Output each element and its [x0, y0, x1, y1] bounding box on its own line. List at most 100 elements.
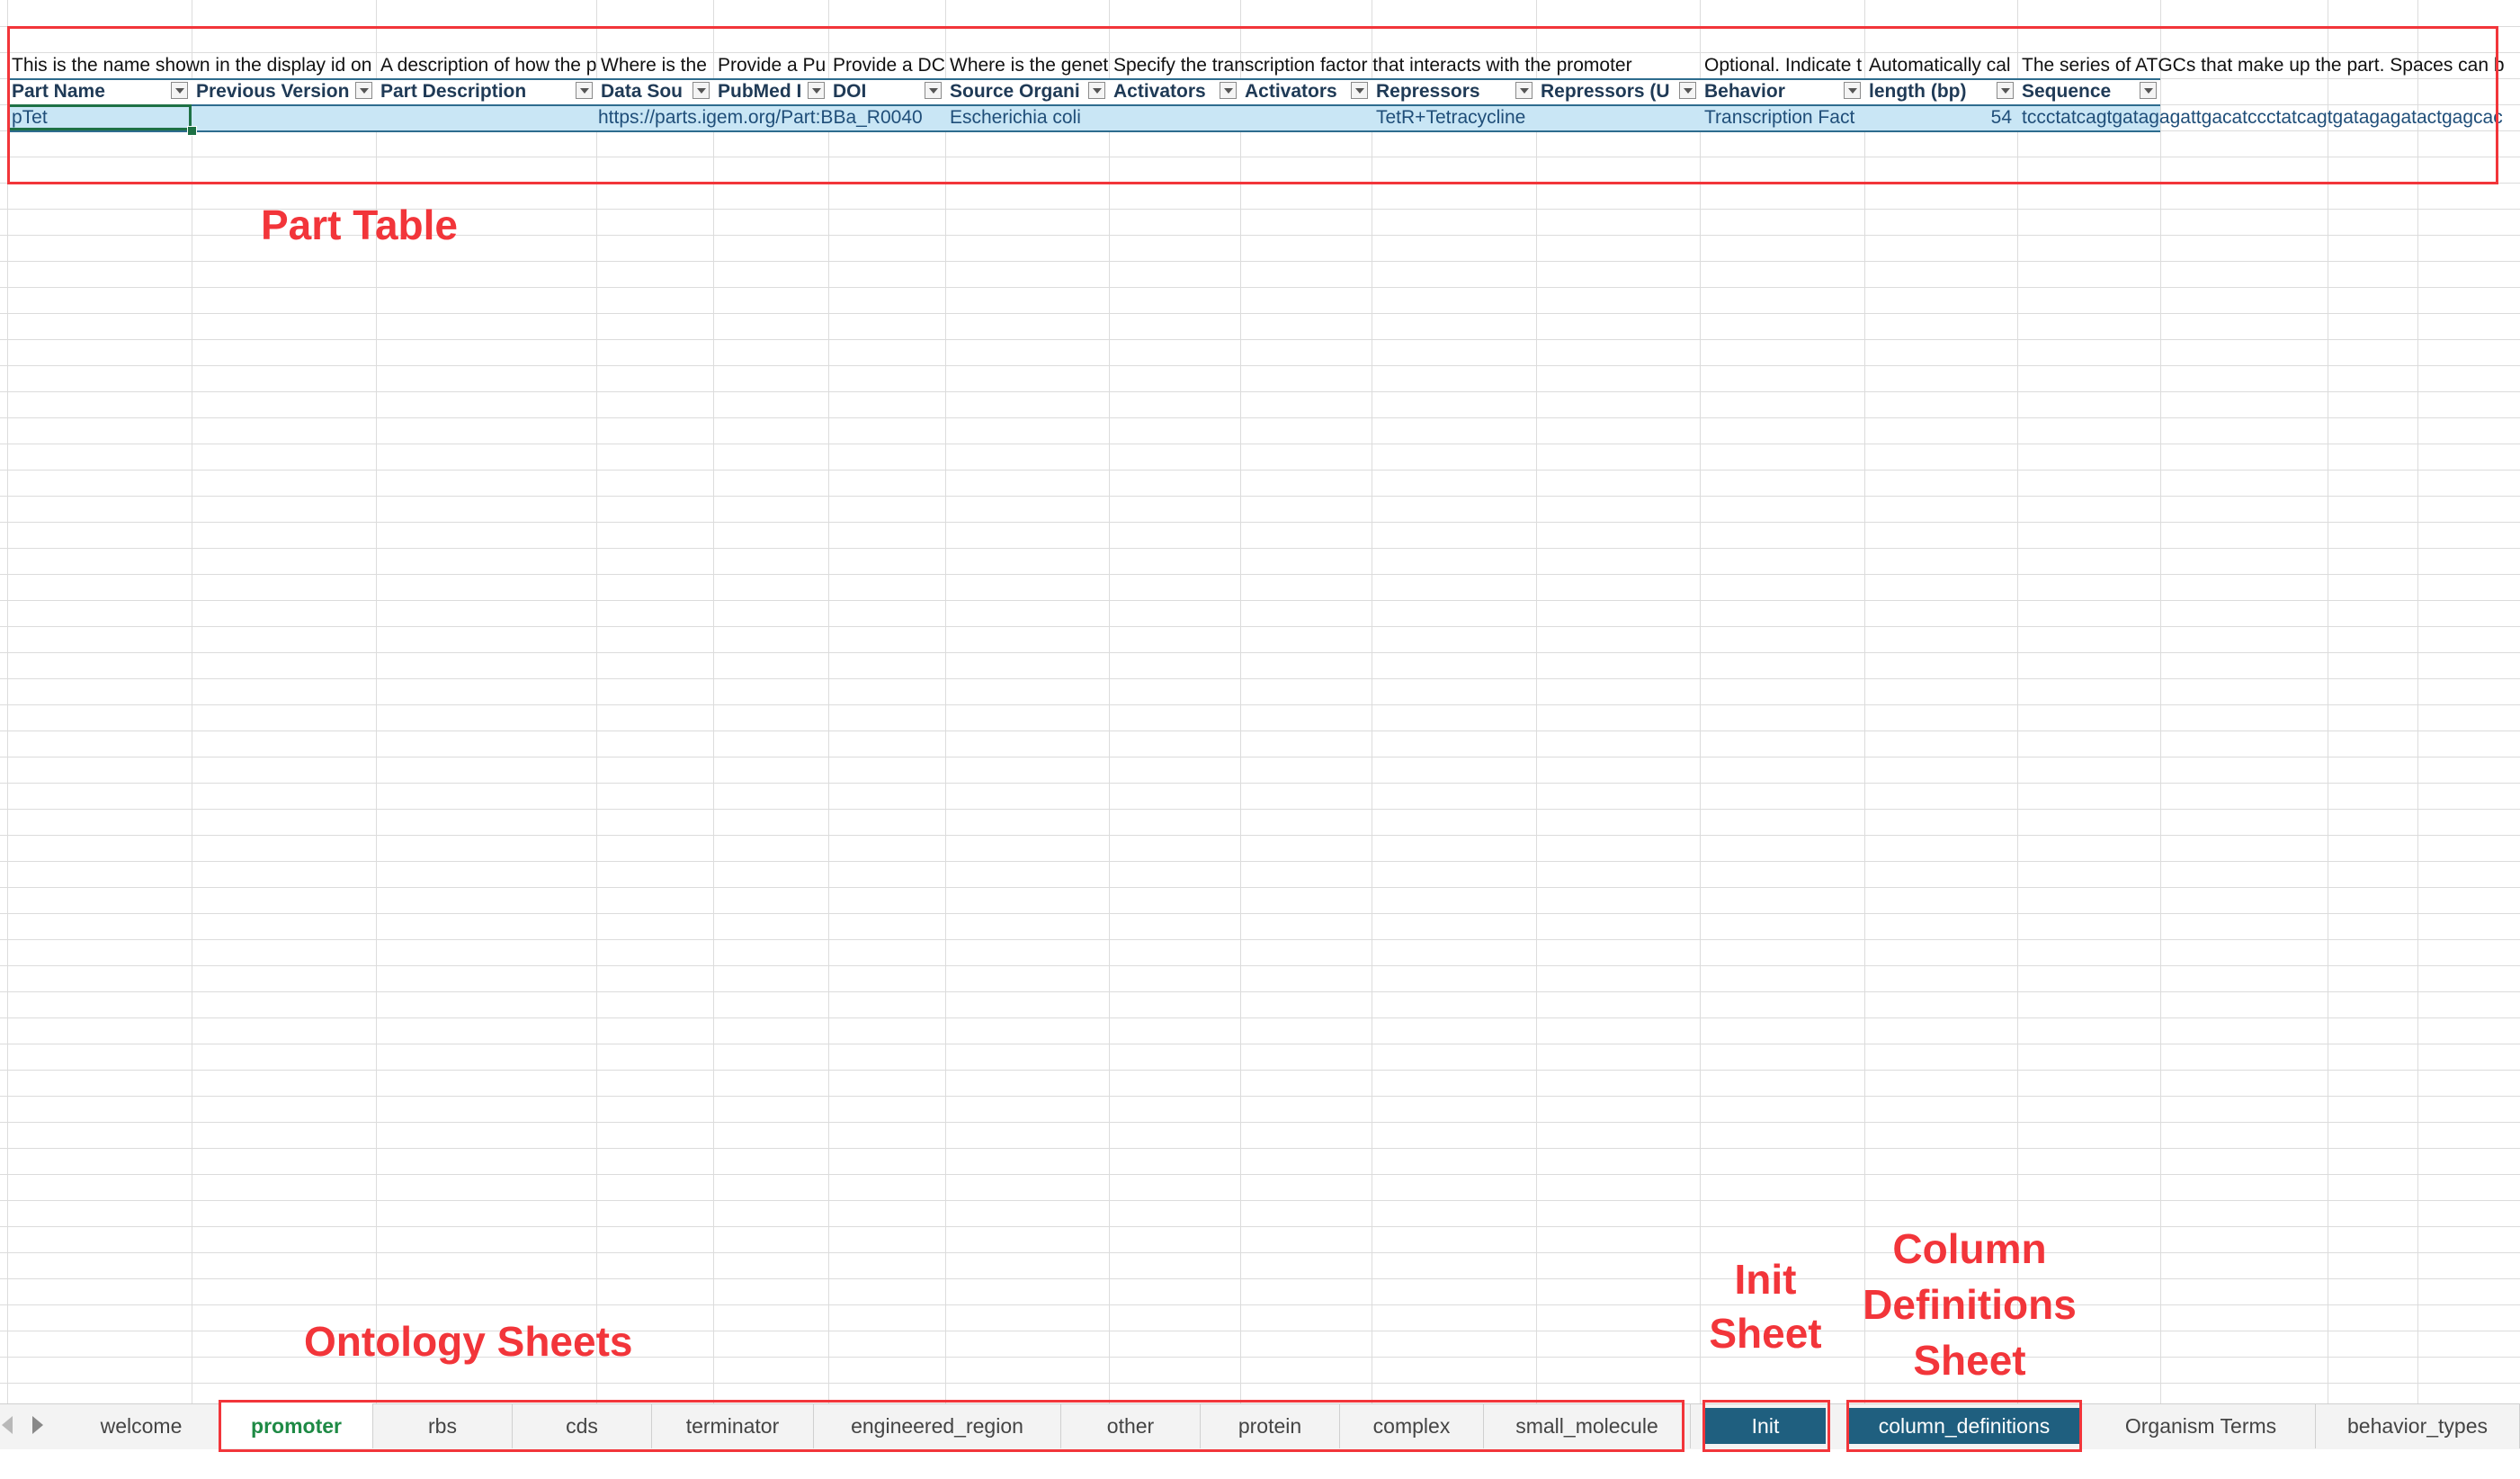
filter-dropdown-icon[interactable] [2140, 82, 2157, 99]
cell-part-name[interactable]: pTet [7, 104, 192, 130]
description-source-organism[interactable]: Where is the genet [950, 55, 1109, 76]
description-pubmed[interactable]: Provide a Pu [718, 55, 827, 76]
tab-cds[interactable]: cds [513, 1403, 652, 1448]
tab-init[interactable]: Init [1705, 1408, 1826, 1444]
grid-row-line [0, 704, 2520, 705]
header-length[interactable]: length (bp) [1864, 78, 2017, 104]
header-label: Part Description [380, 81, 527, 102]
cell-sequence[interactable]: tccctatcagtgatagagattgacatccctatcagtgata… [2017, 104, 2520, 130]
grid-row-line [0, 52, 2520, 53]
filter-dropdown-icon[interactable] [1351, 82, 1368, 99]
filter-dropdown-icon[interactable] [693, 82, 710, 99]
description-behavior[interactable]: Optional. Indicate t [1704, 55, 1863, 76]
grid-column-line [7, 0, 8, 1403]
tab-terminator[interactable]: terminator [652, 1403, 814, 1448]
grid-row-line [0, 809, 2520, 810]
header-sequence[interactable]: Sequence [2017, 78, 2160, 104]
cell-source-organism[interactable]: Escherichia coli [945, 104, 1109, 130]
description-doi[interactable]: Provide a DC [833, 55, 945, 76]
cell-activators-2[interactable] [1240, 104, 1372, 130]
description-data-source[interactable]: Where is the [601, 55, 707, 76]
filter-dropdown-icon[interactable] [576, 82, 593, 99]
grid-row-line [0, 417, 2520, 418]
tab-welcome[interactable]: welcome [63, 1403, 220, 1448]
grid-row-line [0, 1304, 2520, 1305]
cell-part-description[interactable] [376, 104, 596, 130]
cell-previous-version[interactable] [192, 104, 376, 130]
init-sheet-label-line2: Sheet [1709, 1310, 1822, 1357]
tab-other[interactable]: other [1061, 1403, 1201, 1448]
header-activators-2[interactable]: Activators [1240, 78, 1372, 104]
grid-row-line [0, 1017, 2520, 1018]
cell-repressors-2[interactable] [1536, 104, 1700, 130]
grid-row-line [0, 991, 2520, 992]
header-label: Part Name [12, 81, 105, 102]
tab-promoter[interactable]: promoter [220, 1403, 373, 1448]
tab-scroll-right-icon[interactable] [32, 1416, 43, 1434]
header-source-organism[interactable]: Source Organi [945, 78, 1109, 104]
tab-column-definitions[interactable]: column_definitions [1849, 1408, 2079, 1444]
fill-handle[interactable] [187, 126, 197, 136]
grid-column-line [945, 0, 946, 1403]
tab-engineered-region[interactable]: engineered_region [814, 1403, 1061, 1448]
tab-organism-terms[interactable]: Organism Terms [2087, 1403, 2316, 1448]
cell-behavior[interactable]: Transcription Fact [1700, 104, 1864, 130]
description-sequence[interactable]: The series of ATGCs that make up the par… [2022, 55, 2505, 76]
header-label: Repressors (U [1541, 81, 1670, 102]
coldef-label-line2: Definitions [1863, 1281, 2077, 1328]
grid-row-line [0, 470, 2520, 471]
init-sheet-label-line1: Init [1734, 1256, 1797, 1303]
tab-rbs[interactable]: rbs [373, 1403, 513, 1448]
tab-small-molecule[interactable]: small_molecule [1484, 1403, 1691, 1448]
tab-behavior-types[interactable]: behavior_types [2316, 1403, 2520, 1448]
header-doi[interactable]: DOI [828, 78, 945, 104]
filter-dropdown-icon[interactable] [925, 82, 942, 99]
grid-row-line [0, 1278, 2520, 1279]
filter-dropdown-icon[interactable] [1088, 82, 1105, 99]
part-table-outline [7, 26, 2498, 184]
header-part-name[interactable]: Part Name [7, 78, 192, 104]
description-part-name[interactable]: This is the name shown in the display id… [12, 55, 372, 76]
cell-repressors[interactable]: TetR+Tetracycline [1372, 104, 1536, 130]
header-label: length (bp) [1869, 81, 1967, 102]
header-data-source[interactable]: Data Sou [596, 78, 713, 104]
tab-protein[interactable]: protein [1201, 1403, 1340, 1448]
tab-scroll-left-icon[interactable] [2, 1416, 13, 1434]
header-repressors-2[interactable]: Repressors (U [1536, 78, 1700, 104]
header-pubmed[interactable]: PubMed I [713, 78, 828, 104]
filter-dropdown-icon[interactable] [1515, 82, 1533, 99]
cell-data-source[interactable]: https://parts.igem.org/Part:BBa_R0040 [596, 104, 945, 130]
filter-dropdown-icon[interactable] [171, 82, 188, 99]
filter-dropdown-icon[interactable] [808, 82, 825, 99]
spreadsheet-grid[interactable]: This is the name shown in the display id… [0, 0, 2520, 1403]
filter-dropdown-icon[interactable] [1220, 82, 1237, 99]
grid-row-line [0, 783, 2520, 784]
grid-column-line [2417, 0, 2418, 1403]
description-activators[interactable]: Specify the transcription factor that in… [1113, 55, 1632, 76]
grid-row-line [0, 209, 2520, 210]
filter-dropdown-icon[interactable] [355, 82, 372, 99]
description-part-description[interactable]: A description of how the p [380, 55, 596, 76]
header-previous-version[interactable]: Previous Version [192, 78, 376, 104]
grid-row-line [0, 835, 2520, 836]
filter-dropdown-icon[interactable] [1844, 82, 1861, 99]
header-part-description[interactable]: Part Description [376, 78, 596, 104]
header-repressors[interactable]: Repressors [1372, 78, 1536, 104]
cell-activators[interactable] [1109, 104, 1240, 130]
header-behavior[interactable]: Behavior [1700, 78, 1864, 104]
header-label: Source Organi [950, 81, 1080, 102]
cell-length[interactable]: 54 [1864, 104, 2017, 130]
header-activators[interactable]: Activators [1109, 78, 1240, 104]
filter-dropdown-icon[interactable] [1679, 82, 1696, 99]
tab-complex[interactable]: complex [1340, 1403, 1484, 1448]
grid-row-line [0, 1383, 2520, 1384]
filter-dropdown-icon[interactable] [1997, 82, 2014, 99]
grid-row-line [0, 365, 2520, 366]
grid-row-line [0, 965, 2520, 966]
grid-row-line [0, 235, 2520, 236]
grid-column-line [1700, 0, 1701, 1403]
grid-column-line [1864, 0, 1865, 1403]
table-bottom-border [7, 130, 2160, 132]
coldef-label-line1: Column [1892, 1225, 2047, 1272]
description-length[interactable]: Automatically cal [1869, 55, 2011, 76]
